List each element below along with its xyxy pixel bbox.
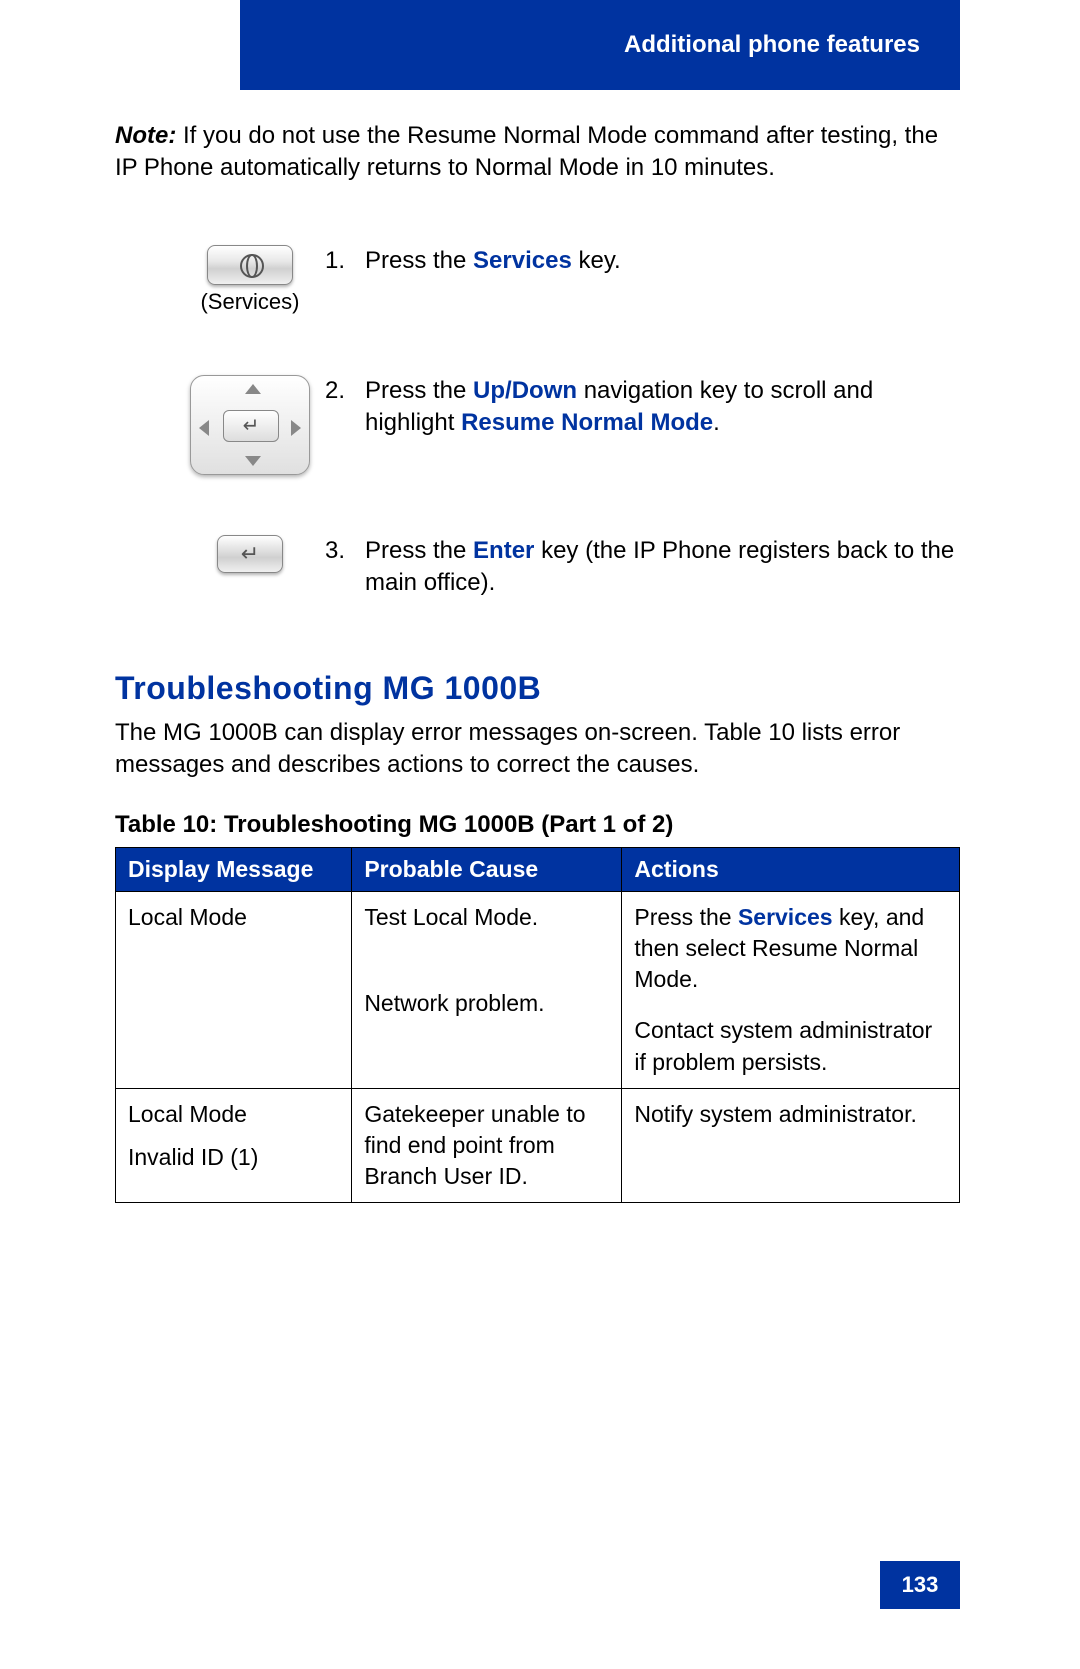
page-content: Note: If you do not use the Resume Norma… <box>115 120 960 1203</box>
enter-keyword: Enter <box>473 537 534 564</box>
services-keyword: Services <box>473 247 572 274</box>
cell-cause-2: Gatekeeper unable to find end point from… <box>352 1088 622 1202</box>
step-2-body: Press the Up/Down navigation key to scro… <box>365 375 960 440</box>
services-keyword-table: Services <box>738 904 833 930</box>
table-row: Local Mode Invalid ID (1) Gatekeeper una… <box>116 1088 960 1202</box>
step-3-body: Press the Enter key (the IP Phone regist… <box>365 535 960 600</box>
arrow-down-icon <box>245 456 261 466</box>
th-display-message: Display Message <box>116 848 352 892</box>
step-2-text: 2. Press the Up/Down navigation key to s… <box>325 375 960 440</box>
step-3-text: 3. Press the Enter key (the IP Phone reg… <box>325 535 960 600</box>
table-row: Local Mode Test Local Mode. Network prob… <box>116 892 960 1088</box>
header-bar: Additional phone features <box>240 0 960 90</box>
arrow-right-icon <box>291 420 301 436</box>
table-caption: Table 10: Troubleshooting MG 1000B (Part… <box>115 811 960 839</box>
cell-display-1: Local Mode <box>116 892 352 1088</box>
step-2-icon-col: ↵ <box>115 375 325 475</box>
nav-center-icon: ↵ <box>223 410 279 442</box>
cell-actions-2: Notify system administrator. <box>622 1088 960 1202</box>
step-1: (Services) 1. Press the Services key. <box>115 245 960 315</box>
arrow-up-icon <box>245 384 261 394</box>
cell-actions-1: Press the Services key, and then select … <box>622 892 960 1088</box>
step-1-text: 1. Press the Services key. <box>325 245 960 277</box>
arrow-left-icon <box>199 420 209 436</box>
header-title: Additional phone features <box>624 31 920 59</box>
th-actions: Actions <box>622 848 960 892</box>
note-text: If you do not use the Resume Normal Mode… <box>115 122 938 181</box>
note-paragraph: Note: If you do not use the Resume Norma… <box>115 120 960 185</box>
step-1-icon-col: (Services) <box>115 245 325 315</box>
step-2: ↵ 2. Press the Up/Down navigation key to… <box>115 375 960 475</box>
cell-display-2: Local Mode Invalid ID (1) <box>116 1088 352 1202</box>
cell-cause-1: Test Local Mode. Network problem. <box>352 892 622 1088</box>
nav-key-icon: ↵ <box>190 375 310 475</box>
enter-key-icon: ↵ <box>217 535 283 573</box>
step-3-number: 3. <box>325 535 365 600</box>
table-header-row: Display Message Probable Cause Actions <box>116 848 960 892</box>
section-heading: Troubleshooting MG 1000B <box>115 670 960 707</box>
globe-icon <box>236 254 264 276</box>
step-1-number: 1. <box>325 245 365 277</box>
services-caption: (Services) <box>200 289 299 315</box>
step-3: ↵ 3. Press the Enter key (the IP Phone r… <box>115 535 960 600</box>
page-number: 133 <box>880 1561 960 1609</box>
resume-mode-keyword: Resume Normal Mode <box>461 409 713 436</box>
services-key-icon <box>207 245 293 285</box>
th-probable-cause: Probable Cause <box>352 848 622 892</box>
step-3-icon-col: ↵ <box>115 535 325 573</box>
troubleshooting-table: Display Message Probable Cause Actions L… <box>115 847 960 1202</box>
updown-keyword: Up/Down <box>473 377 577 404</box>
step-1-body: Press the Services key. <box>365 245 960 277</box>
note-label: Note: <box>115 122 176 149</box>
step-2-number: 2. <box>325 375 365 440</box>
section-paragraph: The MG 1000B can display error messages … <box>115 717 960 782</box>
